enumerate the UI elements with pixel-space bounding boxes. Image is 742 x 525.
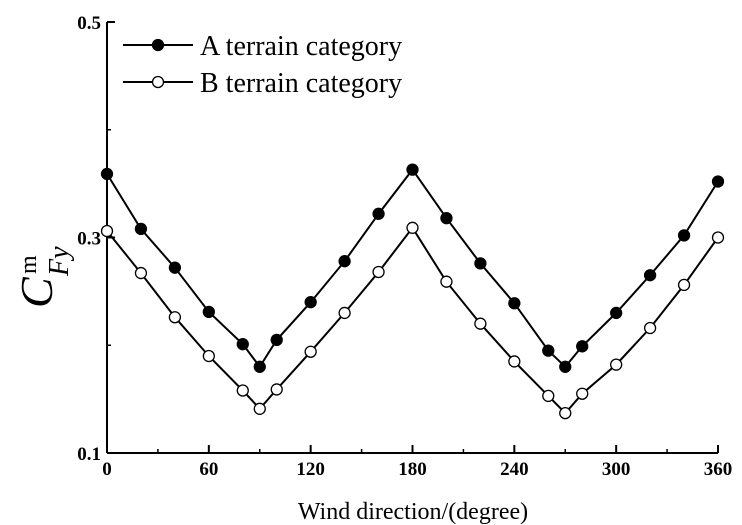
series-1-point xyxy=(542,344,555,357)
axes xyxy=(106,22,718,454)
series-1-point xyxy=(100,167,114,181)
x-tick-label-360: 360 xyxy=(704,459,733,480)
series-1-point xyxy=(576,340,589,353)
series-1-point xyxy=(202,305,215,318)
y-tick-label-0.3: 0.3 xyxy=(77,229,101,250)
series-2-point xyxy=(711,231,725,244)
y-tick-label-0.5: 0.5 xyxy=(77,13,101,34)
legend-marker-2 xyxy=(151,75,165,89)
series-2-point xyxy=(168,311,182,324)
series-1-point xyxy=(134,222,148,236)
x-tick-label-60: 60 xyxy=(199,459,218,480)
series-1-point xyxy=(236,338,249,351)
series-1-point xyxy=(406,163,419,176)
y-axis-label: C m Fy xyxy=(11,246,75,308)
ticks: 0 60 120 180 240 300 360 0.1 0.3 0.5 xyxy=(77,13,732,480)
series-1-point xyxy=(677,229,691,242)
series-2-point xyxy=(440,275,453,288)
series-1-point xyxy=(304,295,317,309)
x-tick-label-0: 0 xyxy=(102,459,112,480)
series-1-point xyxy=(253,360,266,373)
series-2-point xyxy=(406,221,419,234)
series-1-point xyxy=(338,255,351,268)
series-2-point xyxy=(253,402,266,415)
legend-label-2: B terrain category xyxy=(200,68,402,99)
series-2-point xyxy=(100,224,114,238)
series-2-point xyxy=(236,384,249,397)
series-2-point xyxy=(610,358,623,371)
legend: A terrain category B terrain category xyxy=(123,31,402,99)
series-2-point xyxy=(134,266,148,280)
series-2-point xyxy=(677,278,691,292)
series-2-point xyxy=(372,265,385,279)
series-1-point xyxy=(643,269,657,282)
series-2-point xyxy=(576,387,589,400)
series-2-point xyxy=(474,317,487,330)
series-1-point xyxy=(508,297,521,310)
y-axis-label-sub: Fy xyxy=(44,246,75,277)
series-1-point xyxy=(440,211,453,225)
series-2-point xyxy=(202,349,215,363)
series-2-point xyxy=(338,306,351,320)
series-1-point xyxy=(372,207,385,220)
series-1 xyxy=(100,163,725,373)
series-2-point xyxy=(643,321,657,335)
series-1-point xyxy=(270,333,283,347)
series-1-point xyxy=(168,261,182,274)
series-2-point xyxy=(559,406,572,420)
series-1-point xyxy=(559,360,572,373)
series-2-point xyxy=(542,389,555,403)
series-2-point xyxy=(270,383,283,396)
series-2-point xyxy=(508,355,521,368)
series-1-point xyxy=(610,306,623,320)
series-1-line xyxy=(106,167,719,369)
x-tick-label-180: 180 xyxy=(398,459,427,480)
series-2-point xyxy=(304,345,317,358)
y-tick-label-0.1: 0.1 xyxy=(77,444,101,465)
legend-marker-1 xyxy=(151,38,165,52)
x-tick-label-240: 240 xyxy=(500,459,529,480)
series-1-point xyxy=(474,257,487,270)
series-layer xyxy=(100,163,725,420)
y-axis-label-sup: m xyxy=(16,255,42,274)
x-axis-label: Wind direction/(degree) xyxy=(298,499,528,525)
series-2 xyxy=(100,221,725,420)
legend-label-1: A terrain category xyxy=(200,31,402,62)
x-tick-label-120: 120 xyxy=(296,459,325,480)
series-1-point xyxy=(711,175,725,188)
x-tick-label-300: 300 xyxy=(602,459,631,480)
series-2-line xyxy=(106,226,719,415)
y-axis-label-base: C xyxy=(11,276,62,308)
